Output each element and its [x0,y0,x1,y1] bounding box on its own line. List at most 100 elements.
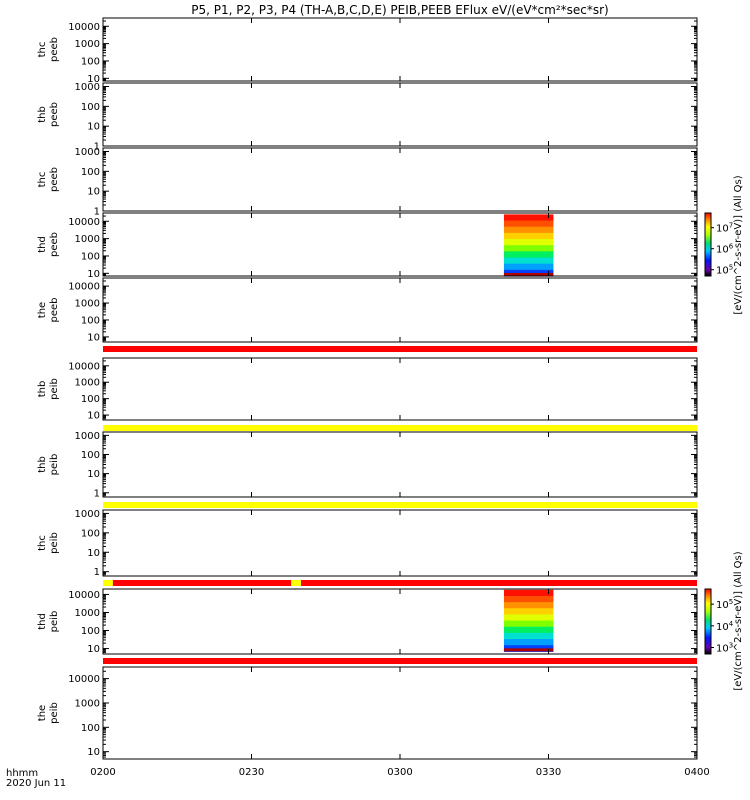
flag-bar-fill [103,346,697,352]
panel-label-product: peeb [49,167,60,192]
panel-frame [102,357,698,421]
date-label: 2020 Jun 11 [6,778,66,789]
y-tick-label: 10 [87,747,100,758]
panel-label-probe: thc [37,172,48,188]
colorbar-peeb: 107 106 105 [eV/(cm^2-s-sr-eV)] (All Qs) [704,175,744,315]
y-tick-label: 1000 [75,509,100,520]
panel-label-product: peib [49,611,60,633]
spectrogram-band [503,239,554,246]
spectrogram-floor [503,273,554,276]
x-axis: 0200 0230 0300 0330 0400 [90,767,709,778]
panel-thc-peeb-2: 1 10 100 1000 thc peeb [37,147,698,218]
panel-label-probe: thb [37,106,48,123]
spectrogram-band [503,639,554,646]
x-tick-label: 0200 [90,767,115,778]
x-tick-label: 0230 [239,767,264,778]
flag-bar-5 [103,658,697,664]
flag-bar-3 [103,502,697,508]
y-tick-label: 100 [81,450,100,461]
y-tick-label: 100 [81,528,100,539]
y-tick-label: 100 [81,394,100,405]
y-tick-label: 1000 [75,234,100,245]
spectrogram-band [503,263,554,271]
y-tick-label: 1000 [75,698,100,709]
y-tick-label: 1000 [75,82,100,93]
colorbar-gradient [704,588,712,655]
colorbar-tick-label: 104 [716,620,734,633]
y-tick-label: 10 [87,269,100,280]
spectrogram-band [503,632,554,640]
panel-label-product: peeb [49,102,60,127]
y-tick-label: 10 [87,74,100,85]
panel-frame [102,431,698,498]
flag-bar-4 [103,580,697,586]
colorbar-tick-label: 107 [716,222,733,235]
y-tick-label: 10000 [68,674,100,685]
flag-bar-2 [103,425,697,431]
y-tick-label: 10 [87,644,100,655]
y-tick-label: 10 [87,332,100,343]
panel-frame [102,82,698,147]
panel-label-probe: thd [37,236,48,253]
panel-label-product: peeb [49,232,60,257]
y-tick-label: 10000 [68,217,100,228]
plot-title: P5, P1, P2, P3, P4 (TH-A,B,C,D,E) PEIB,P… [191,3,608,17]
y-tick-label: 1 [94,207,100,218]
y-tick-label: 10000 [68,22,100,33]
panel-frame [102,666,698,760]
spectrogram-band [503,620,554,628]
flag-bar-segment [291,580,301,586]
flag-bar-1 [103,346,697,352]
spectrogram-band [503,602,554,609]
panel-label-product: peib [49,702,60,724]
panel-frame [102,509,698,577]
y-tick-label: 100 [81,56,100,67]
panel-label-probe: thc [37,535,48,551]
y-tick-label: 10000 [68,282,100,293]
panel-thc-peeb: 10 100 1000 10000 thc peeb [37,17,698,85]
panel-frame [102,588,698,655]
y-tick-label: 1 [94,142,100,153]
spectrogram-band [503,214,554,222]
y-tick-label: 100 [81,251,100,262]
y-tick-label: 100 [81,626,100,637]
panel-thc-peib: 1 10 100 1000 thc peib [37,509,698,578]
y-tick-label: 10000 [68,590,100,601]
spectrogram-band [503,614,554,622]
x-tick-label: 0330 [536,767,561,778]
x-tick-label: 0300 [387,767,412,778]
flag-bar-fill [103,658,697,664]
panel-label-probe: thb [37,456,48,473]
spectrogram-band [503,608,554,616]
colorbar-tick-label: 103 [716,642,733,655]
panel-thb-peib-2: 1 10 100 1000 thb peib [37,431,698,499]
panel-label-probe: thd [37,613,48,630]
spectrogram-band [503,220,554,228]
panel-frame [102,17,698,82]
spectrogram-band [503,589,554,597]
flag-bar-fill [103,580,697,586]
y-tick-label: 10000 [68,361,100,372]
panel-thb-peeb: 1 10 100 1000 thb peeb [37,82,698,153]
y-tick-label: 1000 [75,378,100,389]
y-tick-label: 100 [81,315,100,326]
y-tick-label: 100 [81,167,100,178]
y-tick-label: 10 [87,122,100,133]
panel-label-product: peib [49,454,60,476]
x-tick-label: 0400 [684,767,709,778]
colorbar-label: [eV/(cm^2-s-sr-eV)] (All Qs) [733,551,744,690]
panel-thd-peib: 10 100 1000 10000 thd peib [37,588,698,655]
y-tick-label: 10 [87,548,100,559]
y-tick-label: 1000 [75,39,100,50]
panel-thb-peib: 10 100 1000 10000 thb peib [37,357,698,422]
spectrogram-band [503,226,554,234]
y-tick-label: 1 [94,567,100,578]
panel-label-product: peib [49,378,60,400]
panel-label-probe: the [37,302,48,318]
y-tick-label: 1000 [75,431,100,442]
colorbar-peib: 105 104 103 [eV/(cm^2-s-sr-eV)] (All Qs) [704,551,744,691]
panel-the-peib: 10 100 1000 10000 the peib [37,666,698,760]
panel-label-probe: thb [37,381,48,398]
